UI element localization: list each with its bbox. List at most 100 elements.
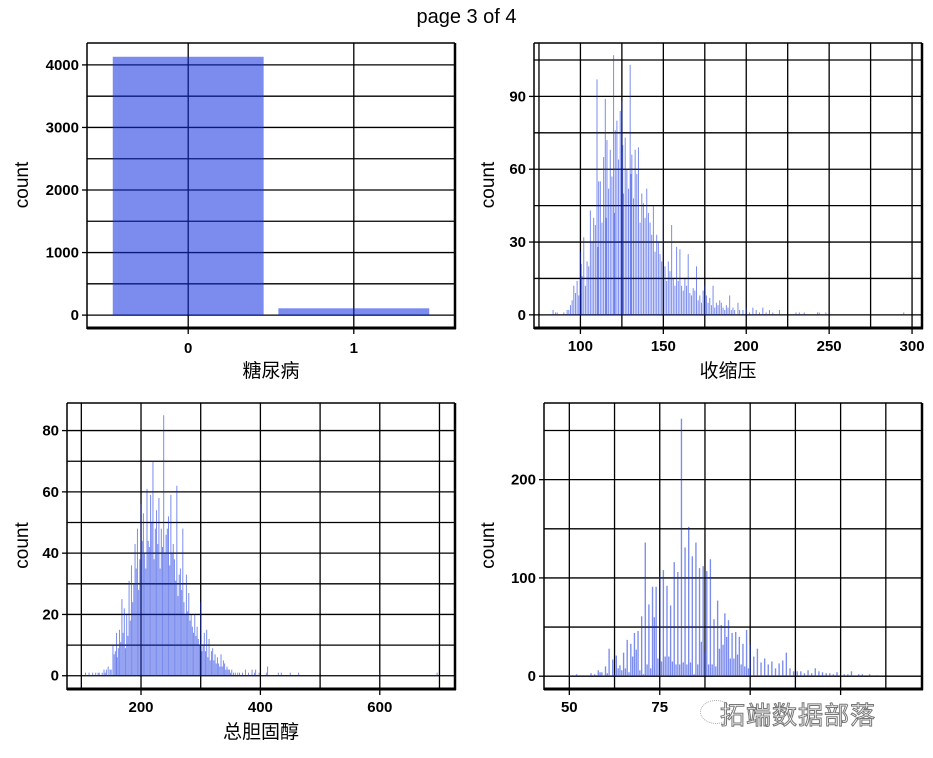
histogram-bar bbox=[202, 645, 204, 676]
histogram-bar bbox=[220, 654, 222, 676]
histogram-bar bbox=[200, 602, 202, 676]
y-tick-label: 0 bbox=[518, 307, 526, 324]
histogram-bar bbox=[742, 643, 744, 677]
histogram-bar bbox=[886, 675, 889, 677]
bar bbox=[278, 308, 430, 316]
histogram-bar bbox=[613, 674, 616, 677]
histogram-bar bbox=[136, 528, 138, 676]
histogram-bar bbox=[718, 648, 721, 677]
y-tick-label: 2000 bbox=[46, 182, 79, 199]
histogram-bar bbox=[618, 159, 620, 315]
histogram-bar bbox=[170, 494, 172, 676]
histogram-bar bbox=[729, 658, 731, 677]
histogram-bar bbox=[119, 629, 121, 676]
histogram-bar bbox=[172, 543, 174, 676]
histogram-bar bbox=[201, 651, 203, 676]
histogram-bar bbox=[622, 652, 625, 677]
histogram-bar bbox=[97, 672, 99, 676]
histogram-bar bbox=[814, 668, 816, 677]
histogram-bar bbox=[88, 672, 90, 676]
histogram-bar bbox=[216, 657, 218, 676]
histogram-bar bbox=[597, 246, 599, 315]
histogram-bar bbox=[140, 504, 142, 676]
histogram-bar bbox=[693, 674, 695, 677]
histogram-bar bbox=[561, 675, 563, 677]
histogram-bar bbox=[164, 553, 166, 676]
histogram-bar bbox=[233, 672, 235, 676]
histogram-bar bbox=[182, 528, 184, 676]
histogram-bar bbox=[774, 668, 777, 677]
histogram-bar bbox=[736, 654, 739, 677]
histogram-bar bbox=[159, 568, 161, 676]
y-tick-label: 20 bbox=[42, 606, 59, 623]
histogram-bar bbox=[644, 542, 646, 677]
histogram-bar bbox=[850, 671, 853, 677]
histogram-bar bbox=[731, 632, 733, 677]
histogram-bar bbox=[652, 205, 654, 315]
y-tick-label: 80 bbox=[42, 423, 59, 440]
histogram-bar bbox=[120, 642, 122, 676]
histogram-bar bbox=[613, 212, 615, 315]
x-tick-label: 75 bbox=[651, 699, 668, 716]
histogram-bar bbox=[214, 654, 216, 676]
histogram-bar bbox=[825, 673, 827, 677]
histogram-bar bbox=[695, 542, 697, 677]
histogram-bar bbox=[725, 636, 728, 677]
histogram-bar bbox=[637, 147, 639, 315]
histogram-bar bbox=[568, 675, 570, 677]
histogram-bar bbox=[613, 55, 615, 315]
histogram-bar bbox=[126, 614, 128, 676]
histogram-bar bbox=[234, 672, 236, 676]
bar bbox=[112, 56, 264, 316]
histogram-bar bbox=[843, 674, 845, 677]
histogram-bar bbox=[817, 312, 819, 315]
histogram-bar bbox=[692, 288, 694, 315]
histogram-bar bbox=[715, 302, 717, 315]
histogram-bar bbox=[673, 562, 675, 677]
histogram-bar bbox=[175, 580, 177, 676]
histogram-bar bbox=[803, 673, 806, 677]
histogram-bar bbox=[605, 217, 607, 315]
histogram-bar bbox=[626, 639, 628, 677]
histogram-bar bbox=[732, 307, 734, 315]
histogram-bar bbox=[241, 672, 243, 676]
histogram-bar bbox=[573, 285, 575, 315]
histogram-bar bbox=[226, 666, 228, 676]
histogram-bar bbox=[631, 656, 634, 677]
histogram-bar bbox=[858, 674, 860, 677]
histogram-bar bbox=[724, 613, 726, 677]
bars bbox=[112, 56, 430, 316]
histogram-bar bbox=[800, 671, 802, 677]
y-tick-label: 4000 bbox=[46, 57, 79, 74]
histogram-bar bbox=[832, 674, 835, 677]
histogram-bar bbox=[151, 522, 153, 676]
histogram-bar bbox=[738, 636, 741, 677]
histogram-bar bbox=[745, 630, 748, 677]
histogram-bar bbox=[109, 669, 111, 676]
histogram-bar bbox=[85, 672, 87, 676]
histogram-bar bbox=[166, 528, 168, 676]
histogram-bar bbox=[772, 312, 774, 315]
histogram-bar bbox=[105, 669, 107, 676]
y-tick-label: 3000 bbox=[46, 119, 79, 136]
histogram-bar bbox=[700, 302, 702, 315]
histogram-bar bbox=[199, 645, 201, 676]
histogram-bar bbox=[705, 295, 707, 315]
histogram-bar bbox=[733, 658, 735, 677]
histogram-bar bbox=[628, 672, 630, 677]
histogram-bar bbox=[617, 668, 619, 677]
histogram-bar bbox=[224, 663, 226, 676]
histogram-bar bbox=[574, 293, 576, 315]
histogram-bar bbox=[579, 251, 581, 315]
histogram-bar bbox=[628, 188, 630, 315]
histogram-bar bbox=[717, 305, 719, 315]
histogram-bar bbox=[740, 664, 742, 677]
histogram-bar bbox=[719, 300, 721, 315]
histogram-bar bbox=[660, 661, 663, 677]
histogram-bar bbox=[716, 600, 719, 677]
histogram-bar bbox=[639, 670, 641, 677]
histogram-bar bbox=[724, 310, 726, 315]
y-tick-label: 30 bbox=[509, 234, 526, 251]
histogram-bar bbox=[810, 673, 813, 677]
x-tick-label: 300 bbox=[900, 338, 925, 355]
